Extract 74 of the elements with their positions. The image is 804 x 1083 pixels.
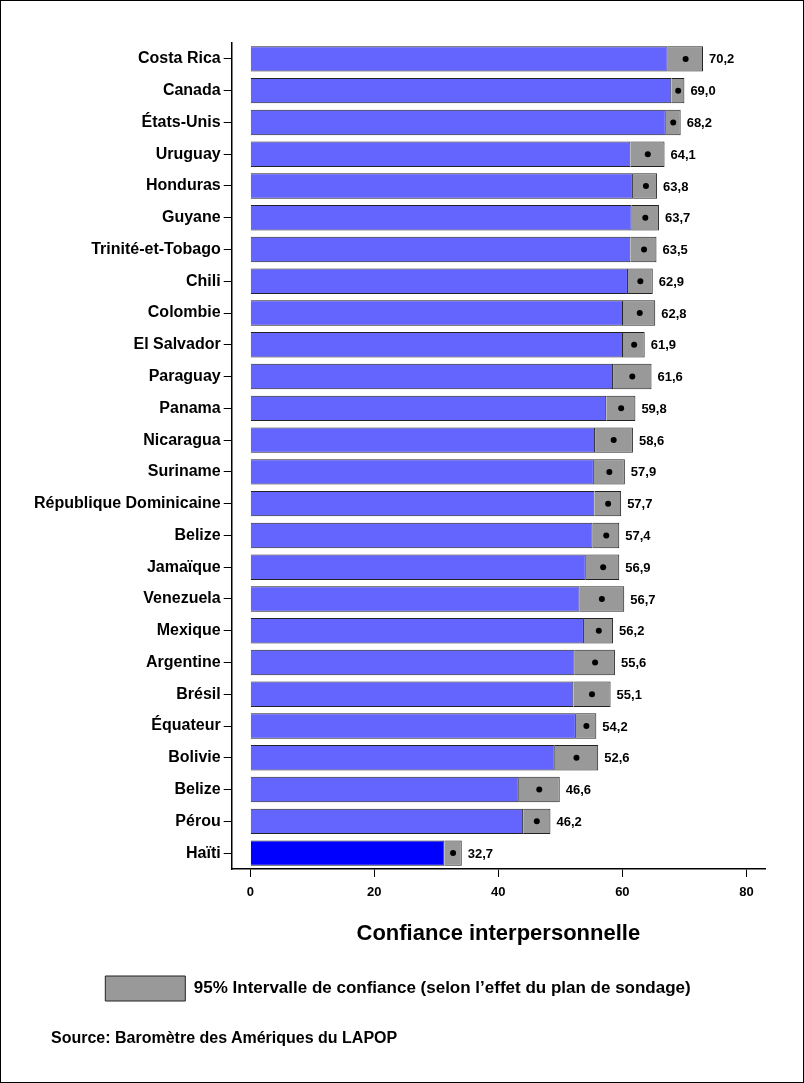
data-label: 63,7	[664, 210, 691, 226]
data-label: 32,7	[467, 845, 494, 861]
y-tick-label: Panama	[159, 398, 221, 416]
y-tick-label: République Dominicaine	[34, 494, 221, 512]
y-tick-label: Paraguay	[148, 366, 221, 384]
data-label: 69,0	[690, 83, 716, 99]
point	[595, 627, 602, 634]
y-tick-label: Argentine	[146, 652, 221, 670]
data-label: 54,2	[602, 718, 628, 734]
data-label: 55,1	[616, 686, 642, 702]
y-tick-label: Honduras	[146, 176, 221, 194]
data-label: 62,9	[658, 273, 685, 289]
y-tick-label: Chili	[186, 271, 221, 289]
data-label: 52,6	[604, 750, 630, 766]
data-label: 55,6	[620, 655, 647, 671]
point	[636, 310, 643, 317]
source-note: Source: Baromètre des Amériques du LAPOP	[51, 1029, 398, 1047]
point	[606, 468, 613, 475]
point	[600, 564, 607, 571]
data-label: 57,4	[625, 528, 652, 543]
y-tick-label: Nicaragua	[143, 430, 221, 448]
point	[682, 55, 689, 62]
x-tick-label: 40	[491, 884, 506, 900]
data-label: 46,6	[565, 782, 592, 798]
y-tick-label: Bolivie	[168, 748, 221, 766]
data-label: 68,2	[686, 115, 712, 130]
data-label: 61,9	[650, 337, 677, 353]
data-label: 63,8	[663, 178, 689, 194]
y-tick-label: Uruguay	[155, 144, 221, 162]
y-tick-label: Guyane	[162, 208, 221, 226]
point	[644, 151, 651, 158]
y-tick-label: Haïti	[186, 843, 221, 861]
data-label: 46,2	[556, 813, 582, 829]
y-tick-label: Canada	[162, 81, 221, 99]
legend-label: 95% Intervalle de confiance (selon l’effet du plan de sondage)	[193, 978, 691, 998]
point	[618, 405, 625, 412]
data-label: 56,2	[619, 623, 645, 639]
x-tick-label: 20	[367, 884, 382, 900]
x-tick-label: 80	[739, 884, 754, 900]
point	[598, 595, 605, 602]
data-label: 57,9	[630, 464, 657, 480]
point	[629, 373, 636, 380]
data-label: 57,7	[627, 496, 653, 512]
point	[573, 754, 580, 761]
point	[610, 437, 617, 444]
y-tick-label: Mexique	[156, 621, 221, 639]
data-label: 56,9	[625, 559, 651, 575]
y-tick-label: Colombie	[147, 303, 221, 321]
point	[588, 691, 595, 698]
data-label: 63,5	[662, 242, 688, 258]
x-tick-label: 0	[246, 884, 254, 900]
y-tick-label: Belize	[174, 779, 221, 797]
y-tick-label: Pérou	[175, 811, 221, 829]
y-tick-label: Venezuela	[143, 589, 221, 607]
y-tick-label: Suriname	[147, 462, 221, 480]
data-label: 61,6	[657, 369, 683, 385]
data-label: 59,8	[641, 400, 667, 416]
y-tick-label: Trinité-et-Tobago	[91, 239, 221, 257]
y-tick-label: Brésil	[176, 684, 221, 702]
point	[592, 659, 599, 666]
x-tick-label: 60	[615, 884, 630, 900]
y-tick-label: États-Unis	[141, 111, 221, 130]
data-label: 56,7	[630, 591, 656, 607]
y-tick-label: Belize	[174, 525, 221, 543]
point	[536, 786, 543, 793]
y-tick-label: Équateur	[151, 715, 221, 734]
y-tick-label: Costa Rica	[137, 49, 221, 67]
data-label: 58,6	[638, 432, 665, 448]
y-tick-label: Jamaïque	[146, 557, 221, 575]
data-label: 64,1	[670, 146, 696, 162]
y-tick-label: El Salvador	[133, 335, 221, 353]
data-label: 70,2	[708, 51, 735, 67]
data-label: 62,8	[661, 305, 687, 321]
x-axis-title: Confiance interpersonnelle	[356, 919, 641, 945]
